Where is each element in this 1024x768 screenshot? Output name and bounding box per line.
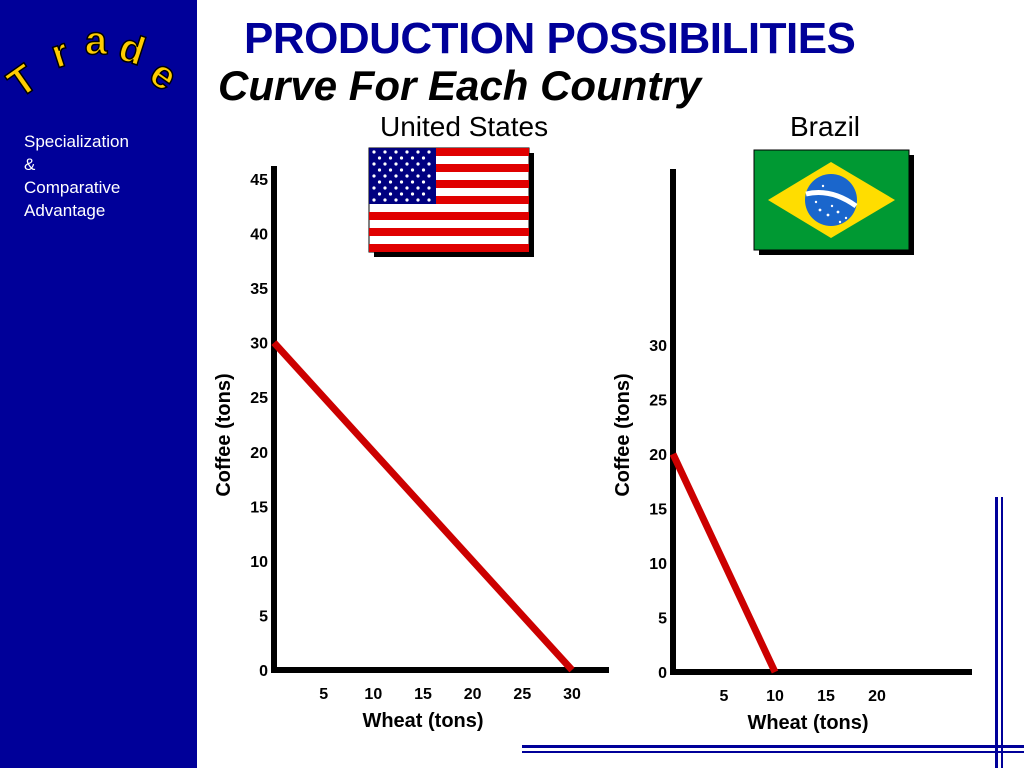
x-tick-label: 15 [817, 688, 835, 705]
sidebar: Specialization & Comparative Advantage [0, 0, 197, 768]
y-tick-label: 30 [649, 338, 667, 355]
us-flag-icon [368, 147, 534, 257]
decorative-lines [522, 497, 1024, 768]
page-title: PRODUCTION POSSIBILITIES [244, 14, 856, 63]
y-tick-label: 35 [250, 281, 268, 298]
y-tick-label: 0 [658, 665, 667, 682]
y-axis-label: Coffee (tons) [213, 373, 235, 496]
x-axis-label: Wheat (tons) [362, 710, 483, 732]
country-label-us: United States [380, 111, 549, 142]
ppc-line [669, 452, 779, 674]
x-tick-label: 5 [319, 686, 328, 703]
y-tick-label: 0 [259, 663, 268, 680]
y-tick-label: 5 [259, 608, 268, 625]
trade-logo-letter: T [0, 56, 45, 106]
y-tick-label: 10 [250, 554, 268, 571]
sidebar-subtitle: Specialization & Comparative Advantage [24, 132, 129, 220]
y-tick-label: 20 [250, 445, 268, 462]
x-axis-label: Wheat (tons) [747, 712, 868, 734]
y-tick-label: 25 [250, 390, 268, 407]
x-tick-label: 20 [868, 688, 886, 705]
x-tick-label: 15 [414, 686, 432, 703]
trade-logo-letter: r [46, 30, 74, 77]
us-ppc-chart: 0 5 10 15 20 25 30 35 40 45 5 10 15 20 25 30 Wheat (tons… [213, 166, 609, 732]
trade-logo-letter: a [85, 19, 108, 63]
x-tick-label: 5 [720, 688, 729, 705]
x-tick-label: 30 [563, 686, 581, 703]
y-tick-label: 15 [649, 502, 667, 519]
trade-logo-letter: e [142, 51, 185, 100]
y-tick-label: 15 [250, 499, 268, 516]
y-axis-label: Coffee (tons) [612, 373, 634, 496]
trade-logo-letter: d [114, 25, 151, 74]
y-tick-label: 30 [250, 336, 268, 353]
ppc-line [271, 340, 575, 673]
x-tick-label: 10 [766, 688, 784, 705]
page-subtitle: Curve For Each Country [218, 62, 702, 109]
y-tick-label: 10 [649, 556, 667, 573]
x-tick-label: 10 [364, 686, 382, 703]
y-tick-label: 45 [250, 172, 268, 189]
country-label-brazil: Brazil [790, 111, 861, 142]
trade-logo: Tr a de [0, 18, 186, 107]
x-tick-label: 20 [464, 686, 482, 703]
x-tick-label: 25 [513, 686, 531, 703]
y-tick-label: 5 [658, 611, 667, 628]
y-tick-label: 40 [250, 227, 268, 244]
y-tick-label: 20 [649, 447, 667, 464]
brazil-flag-icon [753, 149, 914, 255]
y-tick-label: 25 [649, 393, 667, 410]
